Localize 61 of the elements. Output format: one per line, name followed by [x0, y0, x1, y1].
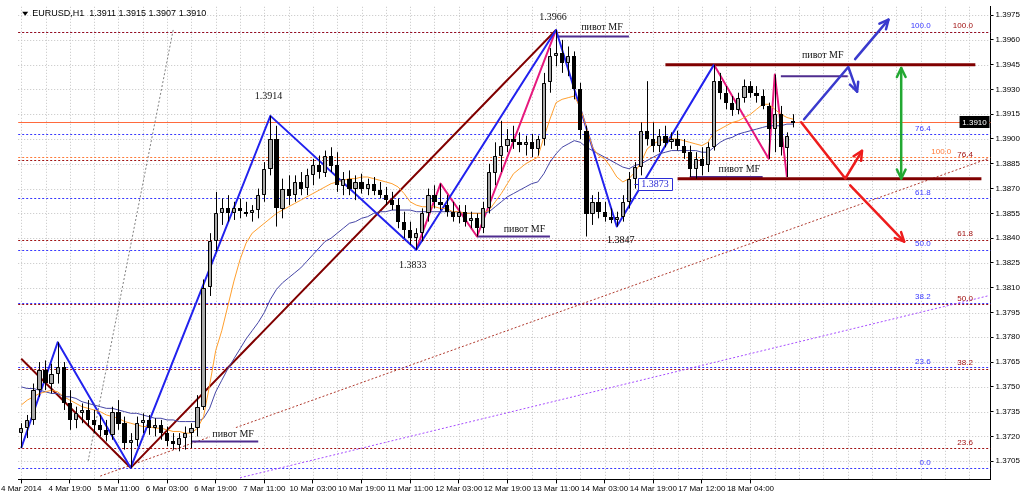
y-tick-label: 1.3900 [995, 134, 1021, 144]
x-tick-label: 14 Mar 03:00 [581, 484, 629, 494]
annotation: пивот MF [503, 222, 546, 234]
chart-title: EURUSD,H1 1.3911 1.3915 1.3907 1.3910 [32, 8, 207, 19]
annotation: 1.3873 [641, 177, 669, 189]
annotation: 23.6 [915, 356, 932, 366]
annotation: 100.0 [952, 21, 974, 31]
x-tick-label: 4 Mar 19:00 [48, 484, 92, 494]
x-tick-label: 6 Mar 19:00 [194, 484, 238, 494]
y-tick-label: 1.3780 [995, 332, 1021, 342]
x-tick-label: 4 Mar 2014 [1, 484, 43, 494]
y-tick-label: 1.3810 [995, 282, 1021, 292]
y-tick-label: 1.3840 [995, 233, 1021, 243]
annotation: 50.0 [957, 293, 974, 303]
y-tick-label: 1.3825 [995, 258, 1021, 268]
y-tick-label: 1.3795 [995, 307, 1021, 317]
x-tick-label: 6 Mar 03:00 [145, 484, 189, 494]
x-tick-label: 7 Mar 11:00 [243, 484, 286, 494]
x-tick-label: 17 Mar 12:00 [678, 484, 726, 494]
y-tick-label: 1.3735 [995, 406, 1021, 416]
annotation: 38.2 [915, 292, 932, 302]
y-tick-label: 1.3975 [995, 10, 1021, 20]
x-tick-label: 10 Mar 19:00 [337, 484, 386, 494]
annotation: 1.3833 [398, 258, 427, 270]
y-tick-label: 1.3960 [995, 35, 1021, 45]
y-tick-label: 1.3750 [995, 382, 1021, 392]
annotation: 100.0 [931, 146, 952, 156]
x-tick-label: 11 Mar 11:00 [387, 484, 434, 494]
annotation: 1.3914 [254, 89, 283, 101]
y-tick-label: 1.3720 [995, 431, 1021, 441]
annotation: пивот MF [212, 427, 255, 439]
y-tick-label: 1.3945 [995, 59, 1021, 69]
y-tick-label: 1.3915 [995, 109, 1021, 119]
annotation: 100.0 [910, 21, 932, 31]
y-tick-label: 1.3885 [995, 158, 1021, 168]
annotation: пивот MF [581, 20, 624, 32]
annotation: 0.0 [919, 457, 932, 467]
x-tick-label: 13 Mar 11:00 [532, 484, 580, 494]
x-tick-label: 18 Mar 04:00 [726, 484, 775, 494]
annotation: 50.0 [915, 239, 932, 249]
y-tick-label: 1.3870 [995, 183, 1021, 193]
y-tick-label: 1.3930 [995, 84, 1021, 94]
x-tick-label: 10 Mar 03:00 [289, 484, 338, 494]
x-tick-label: 12 Mar 19:00 [483, 484, 532, 494]
x-tick-label: 5 Mar 11:00 [97, 484, 141, 494]
y-tick-label: 1.3855 [995, 208, 1021, 218]
annotation: 61.8 [957, 229, 974, 239]
annotation: 61.8 [915, 188, 932, 198]
annotation: 23.6 [957, 437, 974, 447]
ref-line-label: 1.3910 [962, 117, 988, 127]
annotation: пивот MF [718, 163, 761, 175]
x-tick-label: 12 Mar 03:00 [435, 484, 483, 494]
x-tick-label: 14 Mar 19:00 [629, 484, 678, 494]
annotation: 1.3966 [539, 11, 567, 23]
annotation: 76.4 [915, 123, 932, 133]
annotation: 1.3847 [606, 233, 635, 245]
annotation: пивот MF [801, 49, 844, 61]
annotation: 76.4 [957, 150, 974, 160]
y-tick-label: 1.3705 [995, 456, 1021, 466]
y-tick-label: 1.3765 [995, 357, 1021, 367]
annotation: 38.2 [957, 358, 974, 368]
